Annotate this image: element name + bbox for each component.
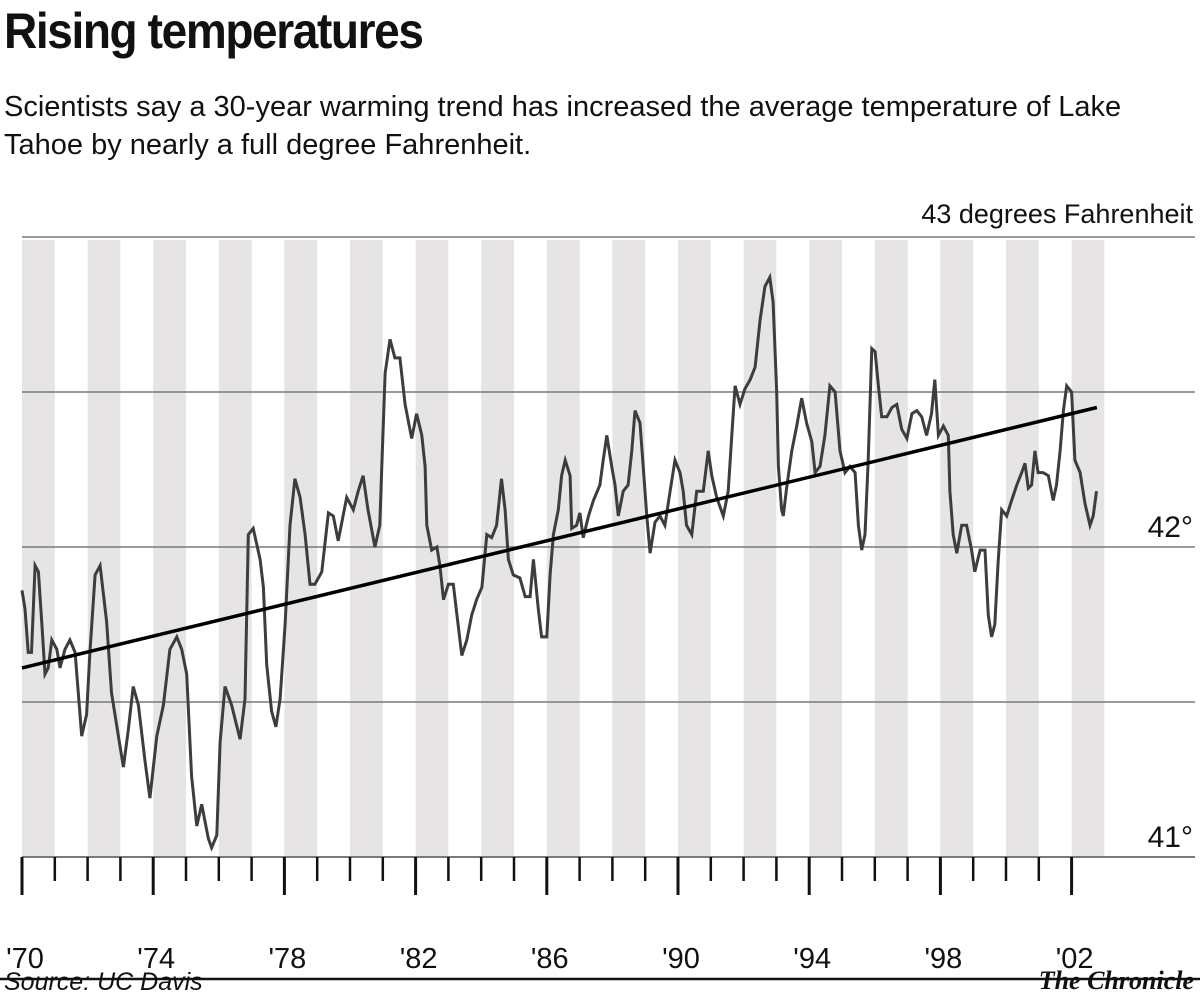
year-stripe [153,240,186,857]
x-tick-label: '02 [1056,943,1094,975]
year-stripe [22,240,55,857]
y-tick-label: 43 degrees Fahrenheit [921,199,1193,229]
year-stripe [350,240,383,857]
chart-subtitle: Scientists say a 30-year warming trend h… [4,91,1122,161]
source-note: Source: UC Davis [4,968,203,996]
chart-title: Rising temperatures [4,3,424,59]
year-stripe [612,240,646,857]
year-stripes [22,240,1105,857]
year-stripe [809,240,842,857]
year-stripe [87,240,121,857]
year-stripe [743,240,777,857]
x-tick-label: '94 [793,943,831,975]
year-stripe [678,240,711,857]
x-tick-label: '74 [137,943,175,975]
publication-credit: The Chronicle [1038,966,1194,995]
year-stripe [1006,240,1039,857]
y-tick-label: 41° [1148,821,1193,854]
x-tick-label: '70 [6,943,44,975]
year-stripe [218,240,252,857]
x-tick-label: '86 [531,943,569,975]
y-tick-label: 42° [1148,511,1193,544]
x-axis-ticks [20,857,1074,895]
trend-line [21,405,1098,670]
x-tick-label: '82 [400,943,438,975]
x-tick-label: '98 [925,943,963,975]
x-tick-label: '90 [662,943,700,975]
year-stripe [1071,240,1105,857]
year-stripe [874,240,908,857]
series-layer [20,272,1098,852]
axis-labels: '70 '74 '78 '82 '86 '90 '94 '98 '02 43 degrees Fa… [6,199,1193,975]
x-tick-label: '78 [269,943,307,975]
